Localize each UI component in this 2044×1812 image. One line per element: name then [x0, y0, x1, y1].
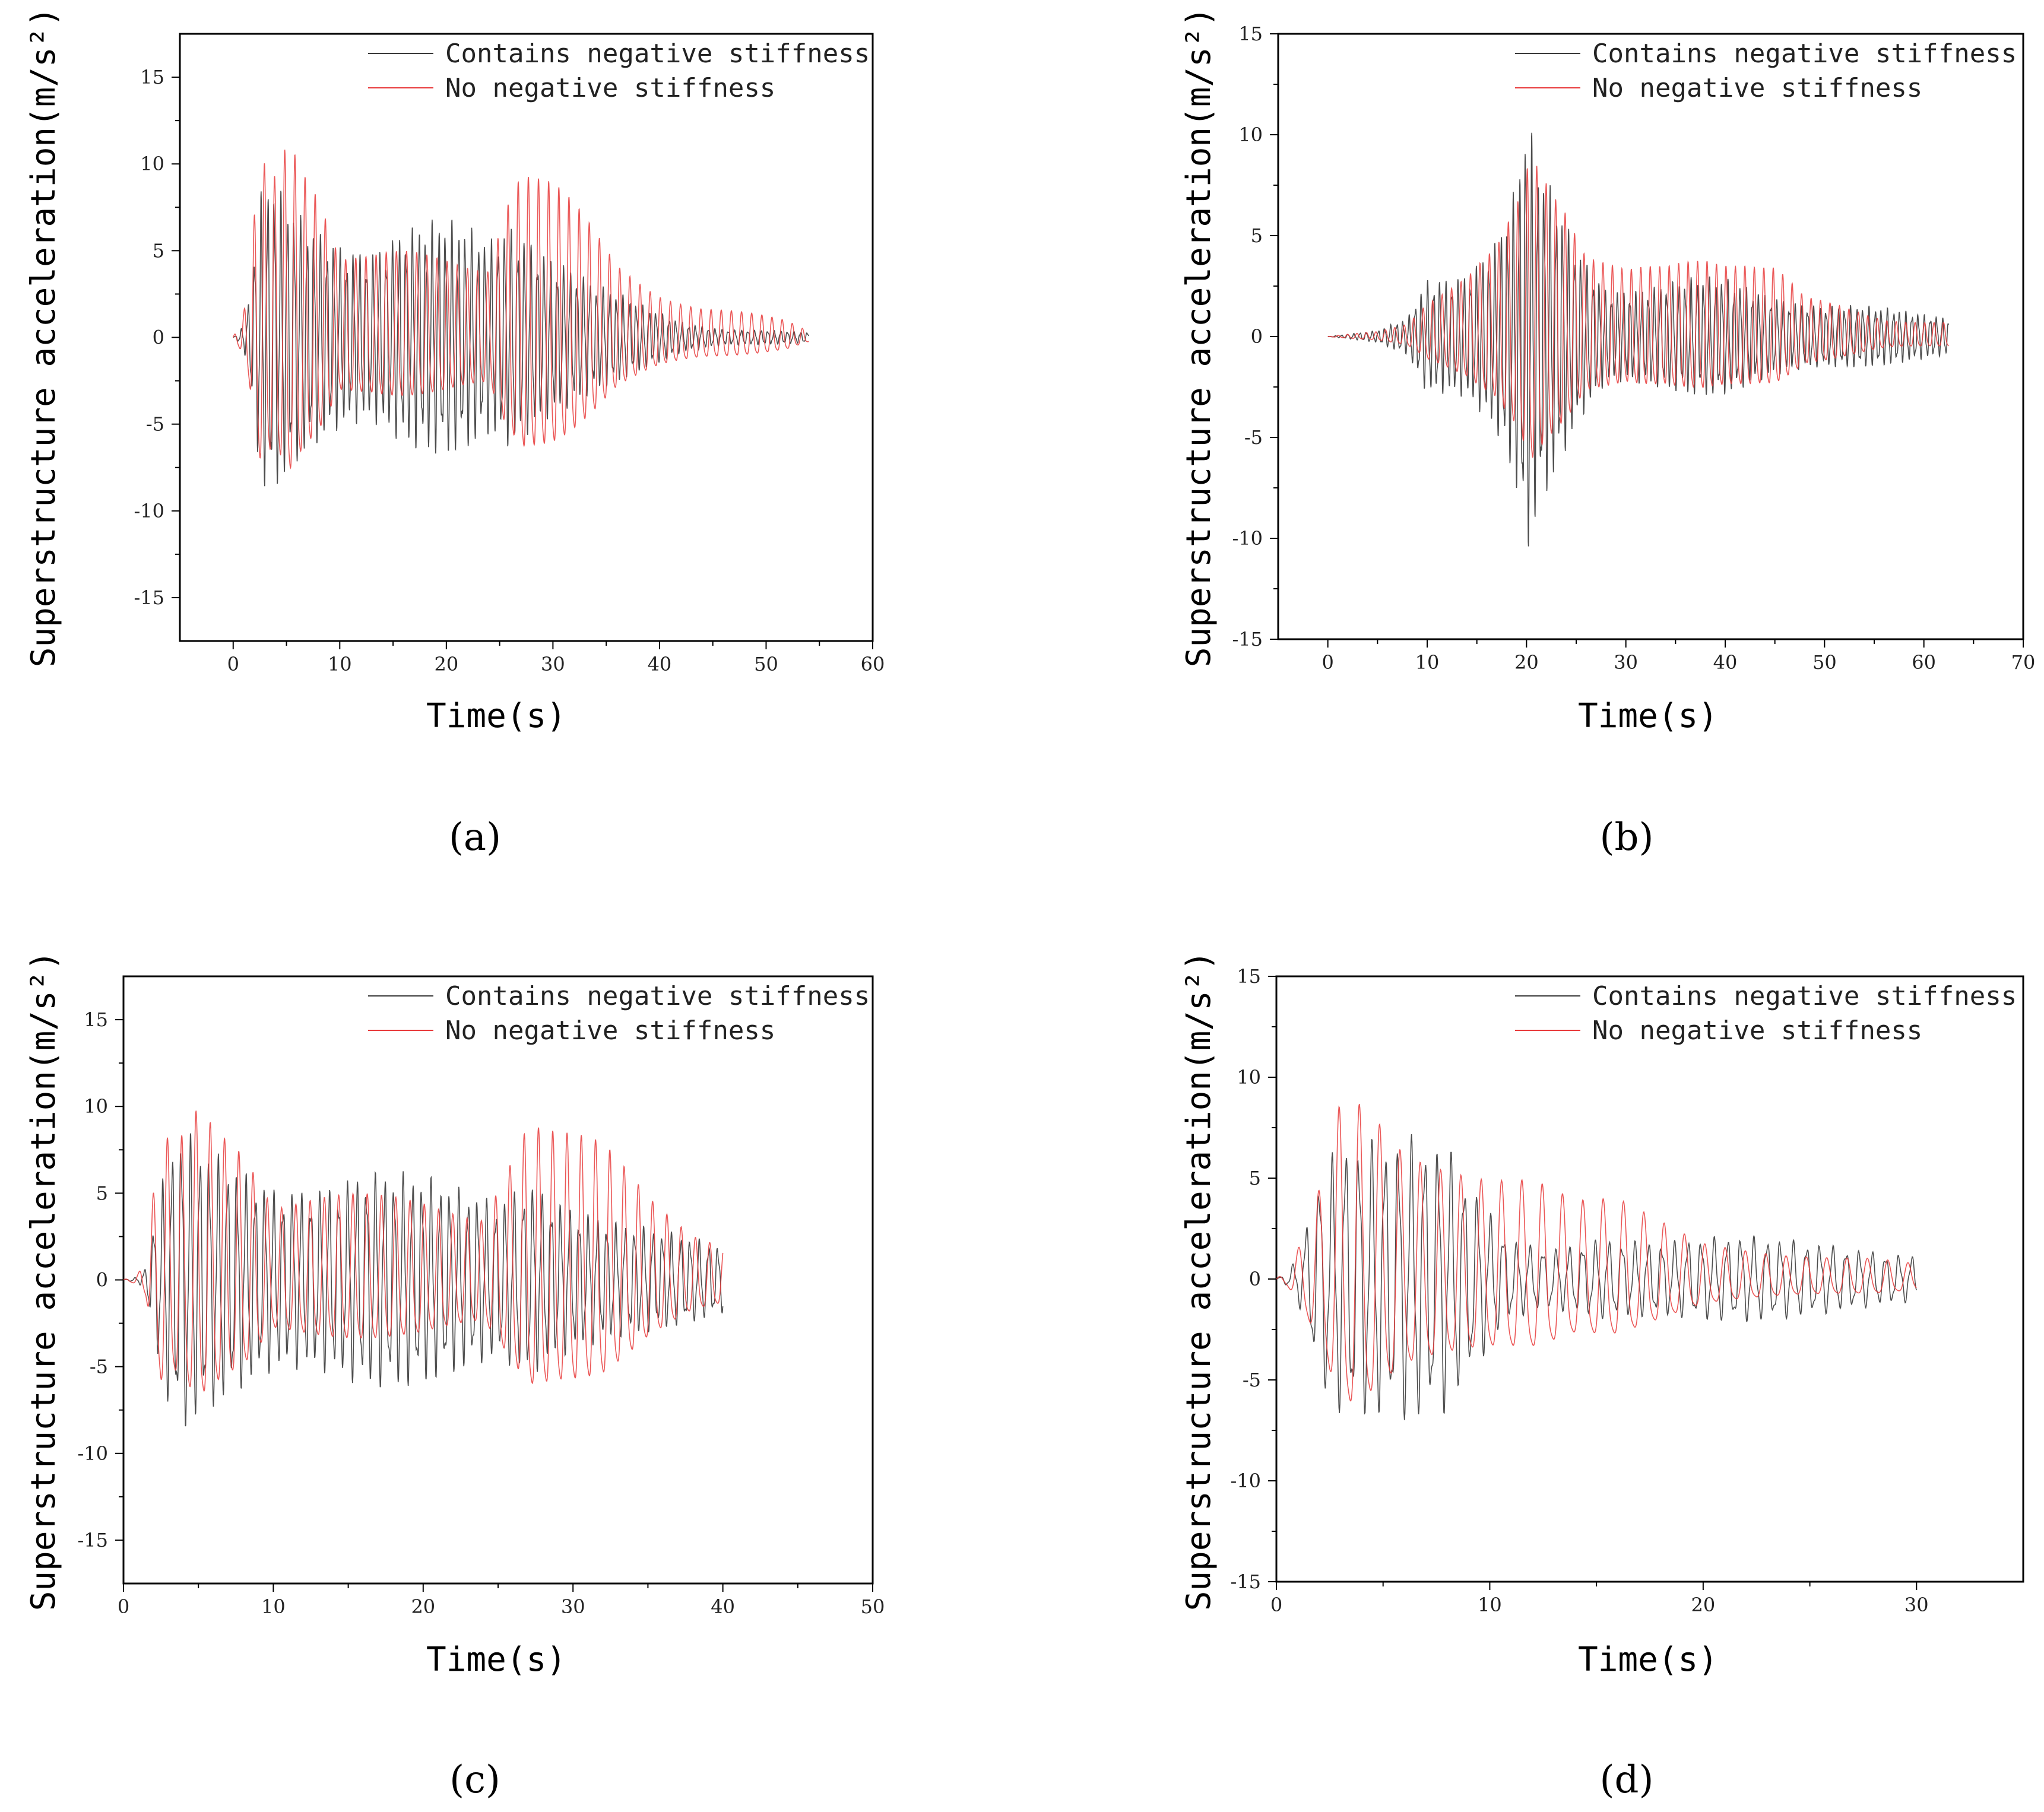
panel-b-x-tick-label: 10: [1415, 651, 1440, 674]
panel-d-y-axis-title: Superstructure acceleration(m/s²): [1180, 951, 1218, 1611]
panel-d-legend: Contains negative stiffness No negative …: [1515, 981, 2017, 1046]
panel-d-y-tick-label: 10: [1237, 1066, 1261, 1089]
panel-c-y-tick-label: -10: [77, 1442, 108, 1465]
panel-c-y-tick-label: 10: [84, 1095, 108, 1118]
panel-a-x-ticks: 0 10 20 30 40 50 60: [227, 641, 885, 675]
panel-c-legend: Contains negative stiffness No negative …: [368, 981, 870, 1046]
panel-c-y-tick-label: 15: [84, 1008, 108, 1031]
panel-c-x-tick-label: 20: [411, 1595, 435, 1618]
panel-a-series: [233, 150, 810, 487]
panel-c-x-tick-label: 0: [118, 1595, 129, 1618]
panel-b-legend-label-contains: Contains negative stiffness: [1592, 39, 2017, 69]
panel-a-x-tick-label: 50: [754, 653, 778, 675]
panel-d-legend-label-no: No negative stiffness: [1592, 1016, 1922, 1046]
panel-a-y-tick-label: 5: [153, 239, 164, 262]
panel-d-x-tick-label: 0: [1270, 1594, 1282, 1616]
panel-a-x-tick-label: 0: [227, 653, 239, 675]
panel-d-series: [1276, 1103, 1918, 1420]
panel-c-legend-label-contains: Contains negative stiffness: [445, 981, 870, 1011]
panel-c-x-tick-label: 30: [561, 1595, 585, 1618]
panel-a-y-tick-label: -15: [134, 586, 164, 609]
panel-d-y-tick-label: 0: [1249, 1268, 1261, 1290]
panel-c-y-tick-label: 5: [96, 1182, 108, 1204]
panel-c-y-tick-label: 0: [96, 1269, 108, 1291]
panel-c-series: [123, 1110, 724, 1427]
panel-d-x-ticks: 0 10 20 30: [1270, 1582, 1929, 1616]
panel-d: 0 10 20 30 -15 -10 -5 0 5 10 15 Time(s) Superstru…: [1180, 951, 2024, 1802]
panel-b-frame: [1277, 33, 2024, 640]
panel-a-x-tick-label: 60: [861, 653, 885, 675]
panel-c-y-tick-label: -15: [77, 1529, 108, 1551]
panel-a-y-tick-label: -5: [146, 413, 164, 436]
panel-a-x-tick-label: 30: [541, 653, 565, 675]
panel-b-series-no-line: [1327, 166, 1949, 459]
panel-a-y-ticks: -15 -10 -5 0 5 10 15: [134, 66, 180, 609]
panel-b-y-tick-label: -15: [1232, 628, 1263, 650]
panel-b-x-tick-label: 30: [1614, 651, 1638, 674]
panel-d-y-tick-label: 5: [1249, 1167, 1261, 1189]
panel-c-x-tick-label: 50: [861, 1595, 885, 1618]
panel-b-y-axis-title: Superstructure acceleration(m/s²): [1180, 7, 1218, 668]
panel-b-x-tick-label: 60: [1912, 651, 1936, 674]
panel-d-series-no-line: [1276, 1103, 1917, 1402]
panel-b-y-tick-label: 5: [1251, 224, 1263, 247]
panel-b-x-ticks: 0 10 20 30 40 50 60 70: [1322, 639, 2035, 674]
panel-a-y-tick-label: -10: [134, 500, 164, 522]
panel-b-x-tick-label: 0: [1322, 651, 1333, 674]
panel-b-series: [1327, 132, 1950, 547]
panel-d-y-tick-label: -10: [1230, 1470, 1261, 1492]
panel-c: 0 10 20 30 40 50 -15 -10 -5 0 5 10 15 Time(s) Super…: [24, 951, 885, 1802]
panel-d-y-tick-label: -15: [1230, 1570, 1261, 1593]
panel-a-x-tick-label: 10: [328, 653, 352, 675]
panel-b-legend: Contains negative stiffness No negative …: [1515, 39, 2017, 103]
panel-d-legend-label-contains: Contains negative stiffness: [1592, 981, 2017, 1011]
panel-b-y-ticks: -15 -10 -5 0 5 10 15: [1232, 23, 1278, 650]
panel-b-x-tick-label: 20: [1514, 651, 1539, 674]
panel-a-y-tick-label: 10: [140, 153, 164, 175]
panel-b-x-tick-label: 70: [2011, 651, 2036, 674]
panel-b-y-tick-label: -10: [1232, 527, 1263, 550]
panel-b-x-tick-label: 50: [1812, 651, 1837, 674]
panel-b-y-tick-label: 10: [1238, 123, 1263, 146]
panel-b-label: (b): [1600, 815, 1654, 859]
panel-d-x-tick-label: 10: [1478, 1594, 1502, 1616]
panel-a-y-axis-title: Superstructure acceleration(m/s²): [24, 7, 63, 668]
panel-c-legend-label-no: No negative stiffness: [445, 1016, 775, 1046]
panel-c-label: (c): [449, 1758, 500, 1802]
panel-c-x-axis-title: Time(s): [426, 1640, 566, 1679]
panel-d-x-tick-label: 30: [1904, 1594, 1929, 1616]
panel-b: 0 10 20 30 40 50 60 70 -15 -10 -5 0 5 10 15 Time(s) S…: [1180, 7, 2035, 859]
panel-b-y-tick-label: -5: [1244, 426, 1263, 449]
panel-a-x-axis-title: Time(s): [426, 697, 566, 735]
panel-c-y-axis-title: Superstructure acceleration(m/s²): [24, 951, 63, 1611]
panel-b-y-tick-label: 0: [1251, 325, 1263, 348]
panel-c-x-ticks: 0 10 20 30 40 50: [118, 1583, 885, 1618]
panel-a-label: (a): [449, 815, 501, 859]
panel-a: 0 10 20 30 40 50 60 -15 -10 -5 0 5 10 15 Time(s) Sup…: [24, 7, 885, 859]
panel-a-series-no-line: [233, 150, 809, 469]
panel-a-y-tick-label: 0: [153, 326, 164, 349]
panel-a-legend-label-no: No negative stiffness: [445, 73, 775, 103]
panel-a-legend-label-contains: Contains negative stiffness: [445, 39, 870, 69]
panel-b-x-tick-label: 40: [1713, 651, 1738, 674]
panel-b-x-axis-title: Time(s): [1578, 697, 1718, 735]
panel-d-x-axis-title: Time(s): [1578, 1640, 1718, 1679]
panel-d-y-tick-label: -5: [1243, 1369, 1261, 1391]
panel-d-x-tick-label: 20: [1691, 1594, 1715, 1616]
panel-a-y-tick-label: 15: [140, 66, 164, 88]
panel-d-y-ticks: -15 -10 -5 0 5 10 15: [1230, 965, 1276, 1593]
panel-b-y-tick-label: 15: [1238, 23, 1263, 45]
panel-c-y-tick-label: -5: [90, 1356, 108, 1378]
panel-b-legend-label-no: No negative stiffness: [1592, 73, 1922, 103]
panel-c-series-no-line: [123, 1110, 724, 1392]
panel-c-x-tick-label: 40: [711, 1595, 735, 1618]
panel-a-legend: Contains negative stiffness No negative …: [368, 39, 870, 103]
panel-c-x-tick-label: 10: [261, 1595, 286, 1618]
panel-c-y-ticks: -15 -10 -5 0 5 10 15: [77, 1008, 123, 1551]
panel-d-y-tick-label: 15: [1237, 965, 1261, 988]
panel-a-x-tick-label: 20: [434, 653, 458, 675]
panel-a-x-tick-label: 40: [648, 653, 672, 675]
panel-d-label: (d): [1600, 1758, 1654, 1802]
